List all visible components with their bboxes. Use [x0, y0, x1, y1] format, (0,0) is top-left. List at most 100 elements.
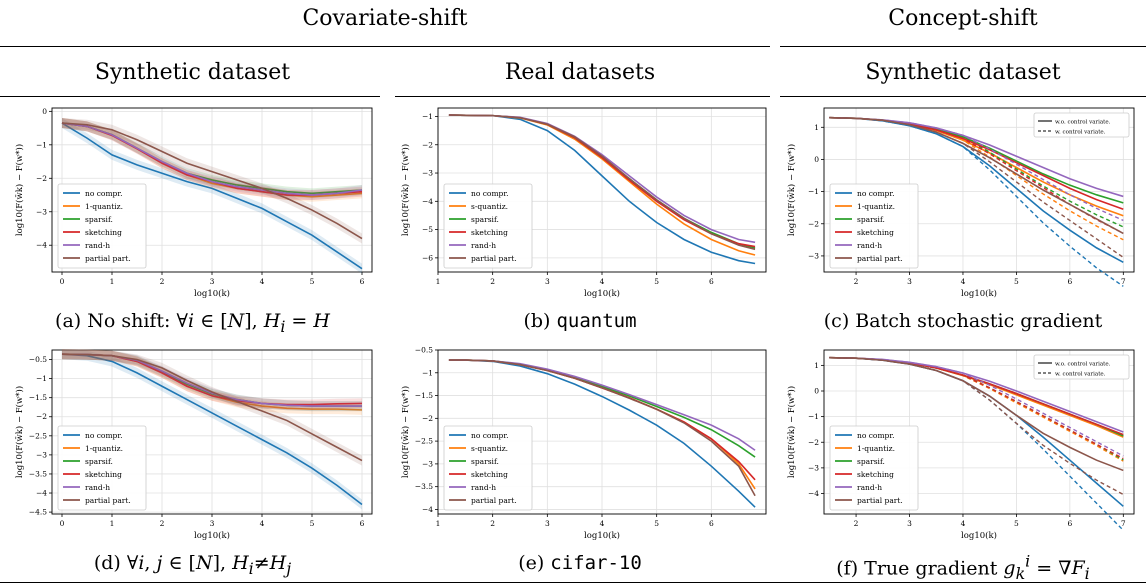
tick-label-y-2: −1.5 — [415, 391, 433, 400]
legend-label-3: sketching — [471, 228, 508, 237]
legend-label-1: 1-quantiz. — [85, 202, 123, 211]
legend-label-1: s-quantiz. — [471, 202, 508, 211]
x-axis-label: log10(k) — [584, 530, 620, 541]
x-axis-label: log10(k) — [961, 288, 997, 299]
legend-label-4: rand-h — [471, 483, 496, 492]
tick-label-x-4: 5 — [654, 277, 659, 286]
x-axis-label: log10(k) — [194, 288, 230, 299]
caption-d: (d) ∀i, j ∈ [N], Hi≠Hj — [93, 552, 292, 578]
band-5 — [62, 118, 362, 244]
chart-e: 1 2 3 4 5 6 −0.5 −1 −1.5 −2 −2.5 −3 −3.5 −4 log10(k) lo… — [400, 346, 767, 541]
tick-label-y-3: −2 — [422, 414, 433, 423]
legend-label-5: partial part. — [857, 496, 903, 505]
tick-label-x-2: 4 — [961, 277, 966, 286]
legend-label-3: sketching — [857, 470, 894, 479]
caption-f: (f) True gradient gki = ∇Fi — [836, 552, 1090, 584]
chart-a: 0 1 2 3 4 5 6 0 −1 −2 −3 −4 log10(k) log10(F(w̄k) − F… — [14, 107, 373, 299]
tick-label-y-2: −3 — [422, 169, 433, 178]
legend-label-4: rand-h — [85, 241, 110, 250]
header-concept-shift: Concept-shift — [888, 6, 1038, 31]
tick-label-x-1: 1 — [110, 277, 115, 286]
tick-label-x-3: 3 — [210, 277, 215, 286]
x-axis-label: log10(k) — [194, 530, 230, 541]
tick-label-x-0: 0 — [60, 277, 65, 286]
legend-label-5: partial part. — [471, 254, 517, 263]
tick-label-x-4: 4 — [260, 277, 265, 286]
tick-label-x-0: 1 — [436, 277, 441, 286]
tick-label-y-6: −3.5 — [415, 482, 433, 491]
legend2-label-0: w.o. control variate. — [1055, 362, 1111, 368]
band-4 — [62, 349, 362, 412]
tick-label-x-2: 2 — [160, 277, 165, 286]
band-3 — [62, 349, 362, 410]
legend-box — [443, 425, 533, 511]
legend2-label-1: w. control variate. — [1055, 372, 1106, 378]
band-1 — [62, 349, 362, 415]
tick-label-y-3: −4 — [422, 197, 433, 206]
tick-label-x-2: 3 — [545, 519, 550, 528]
legend-label-1: 1-quantiz. — [857, 202, 895, 211]
tick-label-x-5: 5 — [310, 277, 315, 286]
tick-label-y-2: −1 — [808, 412, 819, 421]
tick-label-x-5: 7 — [1121, 277, 1126, 286]
tick-label-x-4: 6 — [1067, 519, 1072, 528]
tick-label-y-1: −2 — [422, 140, 433, 149]
caption-b: (b) quantum — [523, 310, 637, 332]
tick-label-y-7: −4 — [422, 505, 433, 514]
tick-label-y-4: −5 — [422, 225, 433, 234]
legend-box — [443, 183, 533, 269]
tick-label-x-0: 2 — [854, 519, 859, 528]
axes-frame — [823, 349, 1135, 515]
legend-box — [57, 183, 147, 269]
mid-rule-3 — [780, 96, 1146, 97]
x-axis-label: log10(k) — [961, 530, 997, 541]
tick-label-y-1: −1 — [36, 140, 47, 149]
tick-label-y-1: −1 — [422, 368, 433, 377]
tick-label-y-0: −1 — [422, 112, 433, 121]
tick-label-y-0: 0 — [42, 107, 47, 116]
header-covariate-shift: Covariate-shift — [302, 6, 468, 31]
header-real-datasets: Real datasets — [504, 60, 656, 85]
tick-label-x-3: 4 — [600, 277, 605, 286]
axes-frame — [51, 349, 373, 515]
tick-label-y-4: −4 — [36, 241, 47, 250]
tick-label-y-3: −2 — [808, 438, 819, 447]
tick-label-y-0: 1 — [814, 123, 819, 132]
top-rule-left — [0, 46, 770, 47]
legend2-label-1: w. control variate. — [1055, 130, 1106, 136]
y-axis-label: log10(F(w̄k) − F(w*)) — [14, 144, 25, 236]
legend-label-0: no compr. — [85, 431, 123, 440]
tick-label-x-0: 0 — [60, 519, 65, 528]
mid-rule-1 — [0, 96, 380, 97]
tick-label-y-4: −3 — [808, 251, 819, 260]
series-line-0 — [61, 122, 363, 270]
legend-label-0: no compr. — [471, 431, 509, 440]
legend-label-2: sparsif. — [85, 457, 113, 466]
tick-label-y-5: −3 — [422, 459, 433, 468]
tick-label-x-5: 7 — [1121, 519, 1126, 528]
legend2-box — [1033, 112, 1130, 138]
y-axis-label: log10(F(w̄k) − F(w*)) — [400, 144, 411, 236]
y-axis-label: log10(F(w̄k) − F(w*)) — [786, 386, 797, 478]
legend-label-0: no compr. — [857, 431, 895, 440]
tick-label-x-4: 6 — [1067, 277, 1072, 286]
tick-label-x-5: 5 — [310, 519, 315, 528]
tick-label-x-0: 2 — [854, 277, 859, 286]
tick-label-y-3: −2 — [36, 412, 47, 421]
y-axis-label: log10(F(w̄k) − F(w*)) — [14, 386, 25, 478]
tick-label-x-0: 1 — [436, 519, 441, 528]
tick-label-y-7: −4 — [36, 489, 47, 498]
tick-label-y-0: −0.5 — [415, 346, 433, 355]
tick-label-x-3: 5 — [1014, 519, 1019, 528]
legend-label-2: sparsif. — [471, 215, 499, 224]
legend-label-0: no compr. — [857, 189, 895, 198]
tick-label-y-2: −2 — [36, 174, 47, 183]
legend-label-1: 1-quantiz. — [857, 444, 895, 453]
tick-label-y-2: −1 — [808, 187, 819, 196]
chart-f: 2 3 4 5 6 7 1 0 −1 −2 −3 −4 log10(k) log10(F(w̄k) − F… — [786, 349, 1135, 541]
band-2 — [62, 349, 362, 412]
legend-label-1: s-quantiz. — [471, 444, 508, 453]
tick-label-x-6: 6 — [360, 277, 365, 286]
tick-label-x-1: 2 — [490, 277, 495, 286]
legend2-box — [1033, 354, 1130, 380]
